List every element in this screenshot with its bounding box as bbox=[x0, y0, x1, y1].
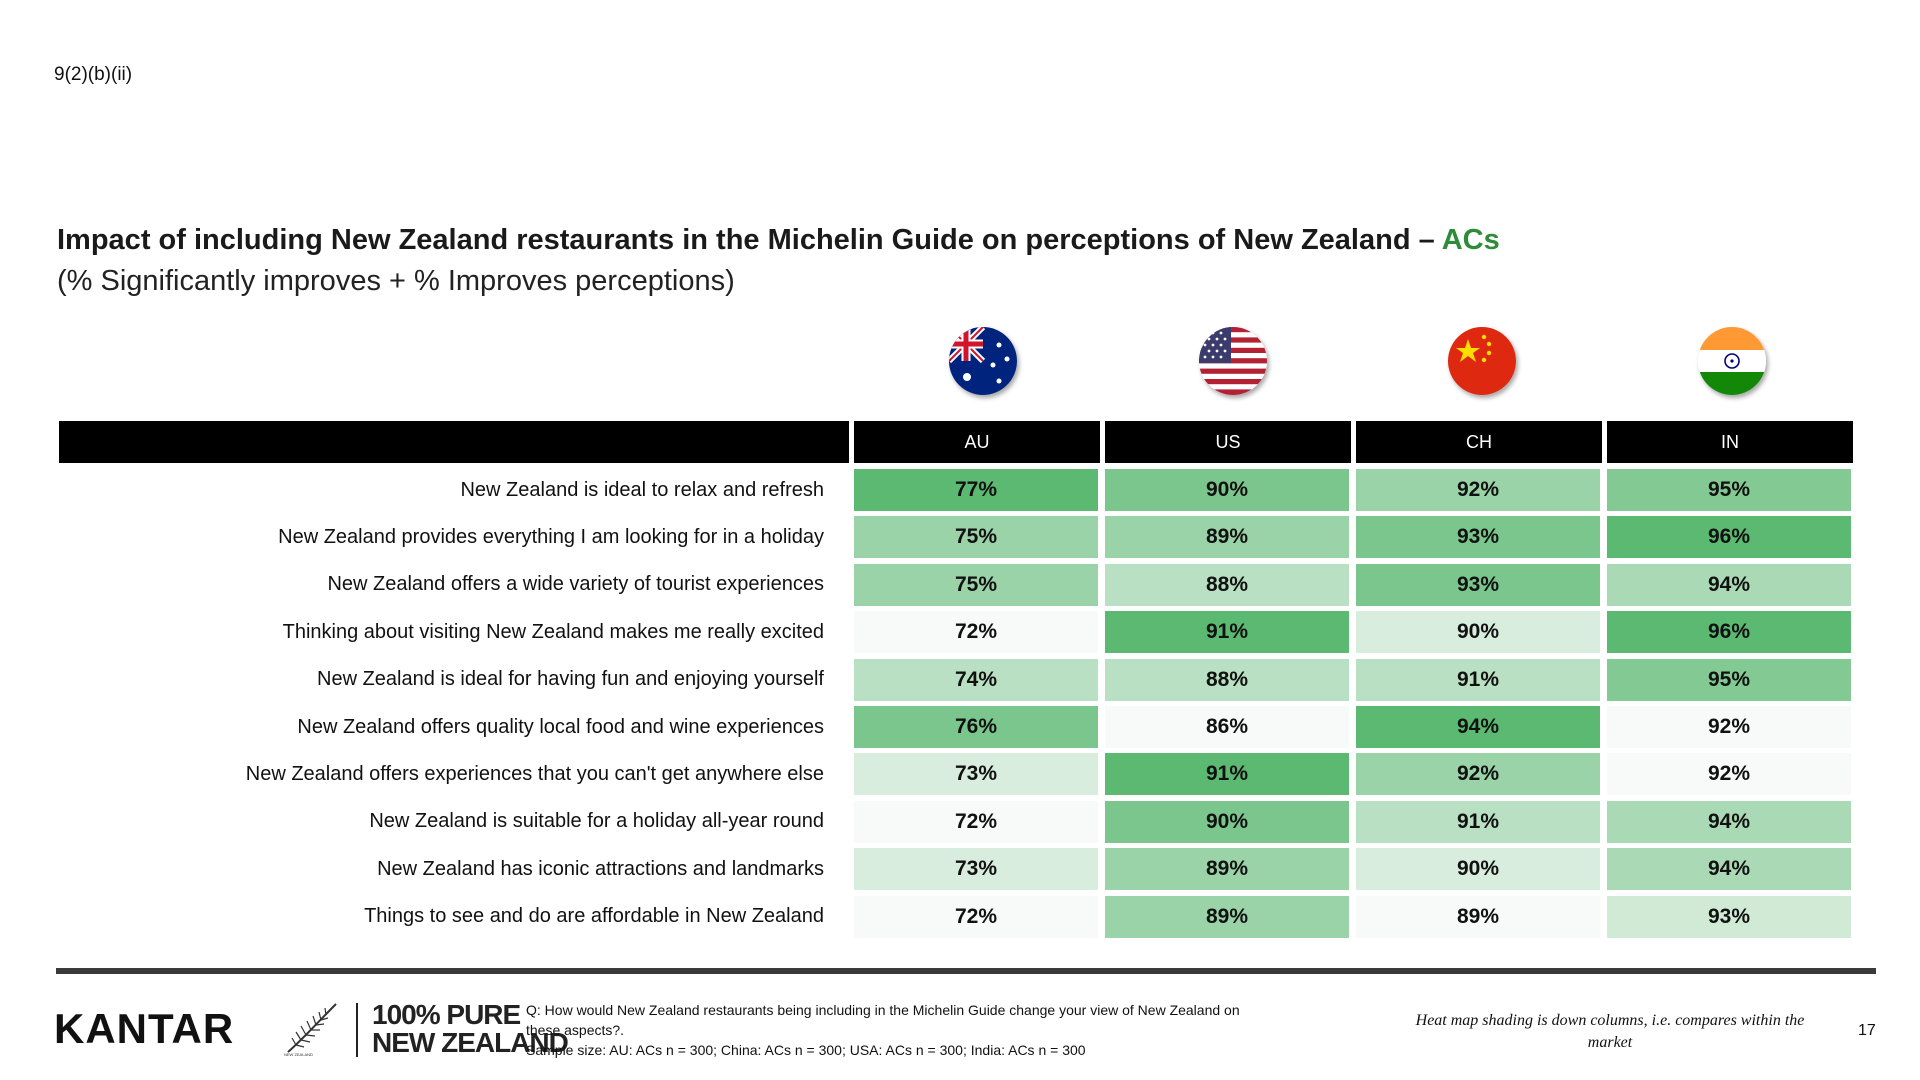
heatmap-cell-ch: 93% bbox=[1356, 563, 1600, 606]
heatmap-cell-us: 89% bbox=[1105, 895, 1349, 938]
column-header-us: US bbox=[1105, 421, 1351, 463]
heatmap-cell-in: 94% bbox=[1607, 563, 1851, 606]
heatmap-cell-in: 94% bbox=[1607, 800, 1851, 843]
silver-fern-icon: NEW ZEALAND bbox=[282, 1000, 342, 1058]
heatmap-cell-in: 96% bbox=[1607, 516, 1851, 559]
header-blank bbox=[59, 421, 849, 463]
heatmap-cell-in: 92% bbox=[1607, 753, 1851, 796]
heatmap-cell-in: 92% bbox=[1607, 706, 1851, 748]
row-label: New Zealand offers experiences that you … bbox=[245, 762, 824, 785]
row-label: New Zealand has iconic attractions and l… bbox=[377, 857, 824, 880]
heatmap-cell-au: 72% bbox=[854, 800, 1098, 843]
page-number: 17 bbox=[1858, 1022, 1876, 1039]
question-note: Q: How would New Zealand restaurants bei… bbox=[526, 1000, 1266, 1060]
heatmap-cell-us: 90% bbox=[1105, 800, 1349, 843]
heatmap-cell-au: 72% bbox=[854, 895, 1098, 938]
heatmap-cell-ch: 91% bbox=[1356, 800, 1600, 843]
heatmap-cell-us: 91% bbox=[1105, 753, 1349, 796]
heatmap-cell-ch: 90% bbox=[1356, 611, 1600, 654]
heatmap-cell-au: 75% bbox=[854, 516, 1098, 559]
row-label: Things to see and do are affordable in N… bbox=[364, 905, 824, 928]
china-flag-icon bbox=[1448, 327, 1516, 395]
heatmap-cell-ch: 94% bbox=[1356, 706, 1600, 748]
heatmap-cell-au: 73% bbox=[854, 753, 1098, 796]
question-text: Q: How would New Zealand restaurants bei… bbox=[526, 1002, 1240, 1038]
heatmap-cell-in: 94% bbox=[1607, 848, 1851, 891]
reference-code: 9(2)(b)(ii) bbox=[54, 64, 133, 85]
heatmap-cell-ch: 91% bbox=[1356, 658, 1600, 701]
heatmap-cell-us: 89% bbox=[1105, 848, 1349, 891]
logo-divider bbox=[356, 1003, 358, 1057]
heatmap-cell-au: 74% bbox=[854, 658, 1098, 701]
row-label: Thinking about visiting New Zealand make… bbox=[282, 620, 824, 643]
heatmap-cell-us: 86% bbox=[1105, 706, 1349, 748]
india-flag-icon bbox=[1698, 327, 1766, 395]
heatmap-cell-au: 77% bbox=[854, 469, 1098, 511]
heatmap-cell-au: 72% bbox=[854, 611, 1098, 654]
heatmap-cell-in: 95% bbox=[1607, 658, 1851, 701]
heatmap-cell-in: 95% bbox=[1607, 469, 1851, 511]
row-label: New Zealand provides everything I am loo… bbox=[278, 525, 824, 548]
column-header-ch: CH bbox=[1356, 421, 1602, 463]
heatmap-cell-ch: 92% bbox=[1356, 753, 1600, 796]
heatmap-cell-us: 91% bbox=[1105, 611, 1349, 654]
heatmap-cell-au: 76% bbox=[854, 706, 1098, 748]
row-label: New Zealand is ideal for having fun and … bbox=[317, 668, 824, 691]
heatmap-cell-in: 96% bbox=[1607, 611, 1851, 654]
heatmap-cell-au: 73% bbox=[854, 848, 1098, 891]
heatmap-cell-in: 93% bbox=[1607, 895, 1851, 938]
title-main: Impact of including New Zealand restaura… bbox=[57, 224, 1435, 256]
heatmap-cell-au: 75% bbox=[854, 563, 1098, 606]
heatmap-cell-us: 88% bbox=[1105, 563, 1349, 606]
footer-divider bbox=[56, 968, 1876, 974]
heatmap-cell-ch: 90% bbox=[1356, 848, 1600, 891]
usa-flag-icon bbox=[1199, 327, 1267, 395]
row-label: New Zealand is suitable for a holiday al… bbox=[369, 810, 824, 833]
kantar-logo: KANTAR bbox=[54, 1005, 235, 1052]
title-highlight: ACs bbox=[1441, 224, 1500, 256]
heatmap-cell-us: 90% bbox=[1105, 469, 1349, 511]
heatmap-cell-us: 89% bbox=[1105, 516, 1349, 559]
svg-text:NEW ZEALAND: NEW ZEALAND bbox=[284, 1052, 313, 1057]
heatmap-note: Heat map shading is down columns, i.e. c… bbox=[1415, 1012, 1805, 1051]
pure-line-1: 100% PURE bbox=[372, 999, 521, 1030]
column-header-in: IN bbox=[1607, 421, 1853, 463]
australia-flag-icon bbox=[949, 327, 1017, 395]
chart-title: Impact of including New Zealand restaura… bbox=[57, 224, 1500, 257]
chart-subtitle: (% Significantly improves + % Improves p… bbox=[57, 265, 735, 297]
column-header-au: AU bbox=[854, 421, 1100, 463]
pure-line-2: NEW ZEALAND bbox=[372, 1027, 569, 1058]
row-label: New Zealand offers a wide variety of tou… bbox=[327, 573, 824, 596]
heatmap-cell-ch: 89% bbox=[1356, 895, 1600, 938]
heatmap-cell-ch: 93% bbox=[1356, 516, 1600, 559]
sample-size-text: Sample size: AU: ACs n = 300; China: ACs… bbox=[526, 1042, 1086, 1058]
row-label: New Zealand is ideal to relax and refres… bbox=[460, 478, 824, 501]
heatmap-cell-us: 88% bbox=[1105, 658, 1349, 701]
heatmap-cell-ch: 92% bbox=[1356, 469, 1600, 511]
row-label: New Zealand offers quality local food an… bbox=[297, 715, 824, 738]
table-header: AU US CH IN bbox=[59, 421, 1855, 463]
pure-nz-logo: 100% PURE NEW ZEALAND bbox=[372, 999, 569, 1058]
